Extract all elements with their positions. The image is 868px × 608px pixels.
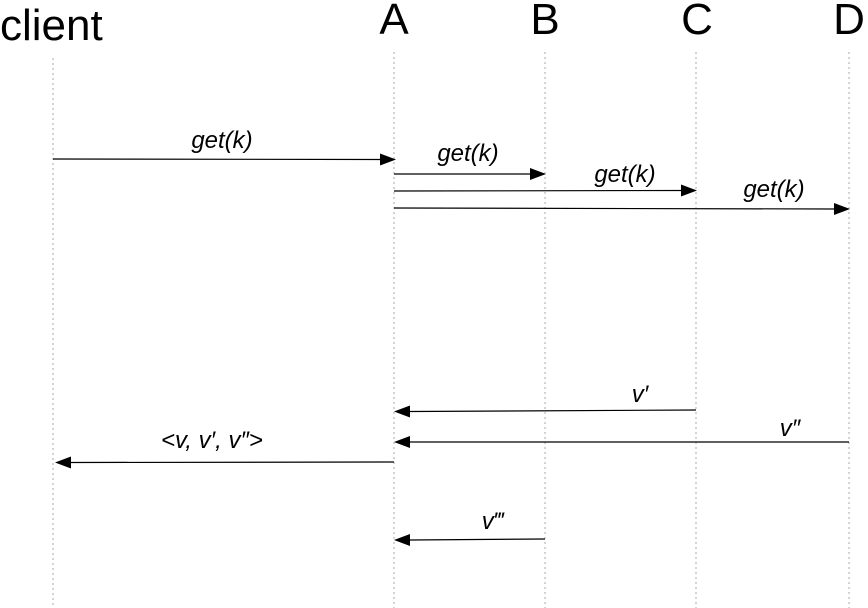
arrow-head [681, 184, 697, 197]
participant-client-label: client [0, 1, 103, 50]
arrow-line [409, 538, 546, 541]
message-a-to-client: <v, v′, v″> [55, 427, 395, 469]
arrow-head [380, 153, 396, 166]
participant-a-label: A [379, 0, 409, 44]
message-label-get-a-d: get(k) [743, 176, 804, 203]
message-c-to-a: v′ [394, 381, 697, 418]
arrow-line [52, 158, 381, 161]
arrow-head [394, 436, 410, 448]
arrow-head [394, 534, 410, 546]
message-b-to-a: v‴ [394, 508, 546, 546]
arrow-head [55, 456, 71, 469]
arrow-line [409, 409, 697, 413]
message-label-v-triple-prime: v‴ [482, 508, 505, 535]
message-d-to-a: v″ [394, 415, 849, 448]
arrow-head [530, 168, 546, 180]
message-a-to-d: get(k) [393, 176, 850, 215]
arrow-head [834, 203, 850, 215]
message-label-response-tuple: <v, v′, v″> [161, 427, 263, 454]
participant-c-label: C [681, 0, 713, 44]
arrow-line [393, 207, 835, 210]
message-label-v-prime: v′ [632, 381, 650, 408]
message-label-v-double-prime: v″ [780, 415, 802, 442]
message-label-get-a-c: get(k) [594, 161, 655, 188]
participant-d-label: D [833, 0, 865, 44]
participant-b-label: B [530, 0, 559, 44]
message-a-to-b: get(k) [394, 140, 546, 180]
arrow-head [394, 405, 410, 418]
message-a-to-c: get(k) [393, 161, 697, 197]
arrow-line [70, 461, 395, 464]
message-label-get-a-b: get(k) [437, 140, 498, 167]
message-label-get-client-a: get(k) [191, 127, 252, 154]
arrow-line [393, 189, 682, 192]
message-client-to-a: get(k) [52, 127, 396, 166]
